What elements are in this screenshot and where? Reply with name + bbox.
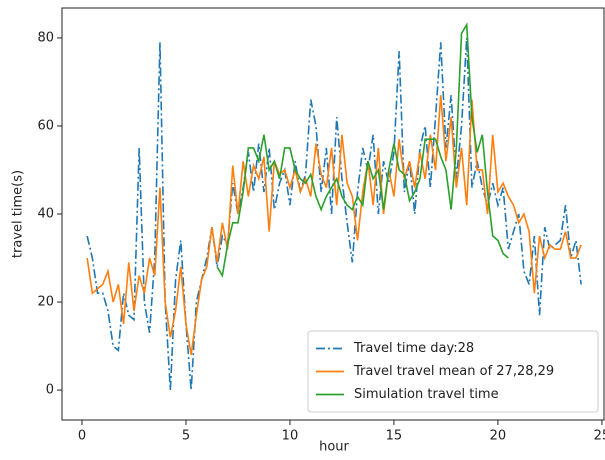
x-tick-label: 25 <box>594 429 605 444</box>
series-line <box>216 22 509 278</box>
legend-box <box>307 330 599 413</box>
x-tick-label: 5 <box>182 429 190 444</box>
x-tick-label: 10 <box>282 429 299 444</box>
legend-label: Travel time day:28 <box>353 341 474 356</box>
series-line <box>86 95 582 355</box>
x-axis-label: hour <box>319 440 349 455</box>
x-tick-label: 20 <box>490 429 507 444</box>
series-line <box>86 37 582 391</box>
legend-label: Travel travel mean of 27,28,29 <box>353 364 554 379</box>
y-tick-label: 60 <box>37 118 54 133</box>
y-tick-label: 0 <box>46 383 54 398</box>
y-axis-label: travel time(s) <box>11 170 26 258</box>
legend-label: Simulation travel time <box>354 387 499 402</box>
y-tick-label: 20 <box>37 295 54 310</box>
y-tick-label: 40 <box>37 207 54 222</box>
x-tick-label: 15 <box>386 429 403 444</box>
plot-frame <box>61 7 605 421</box>
y-tick-label: 80 <box>37 30 54 45</box>
x-tick-label: 0 <box>78 429 86 444</box>
